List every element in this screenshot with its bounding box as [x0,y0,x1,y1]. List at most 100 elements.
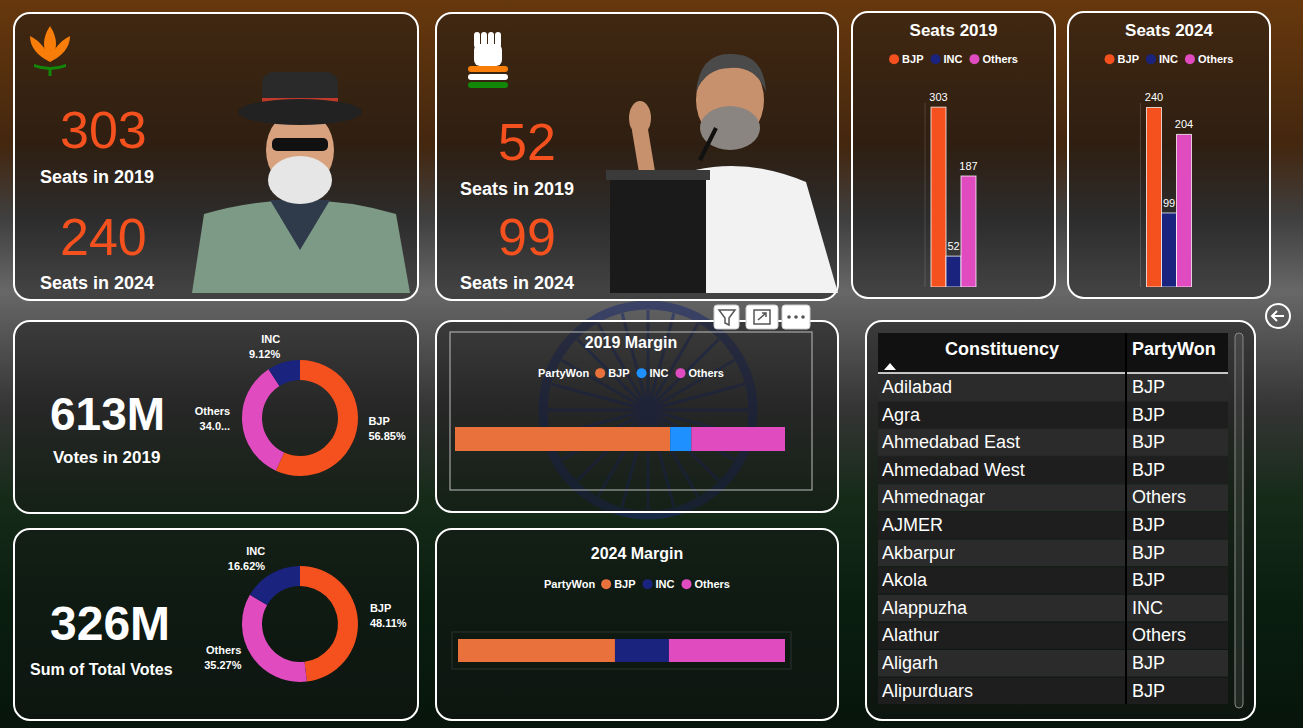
data-label-category: BJP [370,602,391,614]
legend-label: Others [689,367,724,379]
table-row [878,374,1228,401]
bar [1162,213,1177,287]
back-button[interactable] [1266,304,1290,328]
table-cell: Alathur [882,625,939,645]
data-label-category: INC [261,333,280,345]
legend-label: INC [650,367,669,379]
bar [1177,134,1192,287]
margin-2019-card [436,321,838,512]
legend-swatch [930,54,940,64]
hand-finger [481,32,487,48]
kpi-caption: Seats in 2024 [40,273,154,293]
kpi-value: 303 [60,101,147,159]
sunglasses [272,138,328,151]
data-label-category: Others [195,405,230,417]
hat-brim [238,99,362,125]
legend-swatch [1146,54,1156,64]
bar-segment [669,639,785,662]
table-cell: Akbarpur [882,543,955,563]
toolbar-button[interactable] [746,305,778,329]
legend-label: Others [695,578,730,590]
kpi-caption: Votes in 2019 [53,448,160,467]
hand-band [468,74,508,80]
data-label-category: INC [246,545,265,557]
legend-swatch [643,579,653,589]
legend-swatch [1105,54,1115,64]
hand-finger [495,32,501,48]
data-label: 16.62% [228,560,266,572]
table-cell: Aligarh [882,653,938,673]
table-row [878,429,1228,456]
data-label-category: Others [206,644,241,656]
data-label: 48.11% [370,617,407,629]
bar [1147,107,1162,287]
chart-title: 2019 Margin [585,334,677,351]
bjp-card [14,13,418,300]
lotus-stem [49,67,52,76]
data-label: 52 [947,240,959,252]
chart-title: Seats 2019 [910,21,998,40]
hand-finger [474,32,480,48]
legend-label: BJP [614,578,635,590]
legend-swatch [637,368,647,378]
seats-2024-card [1068,12,1270,298]
table-cell: BJP [1132,515,1165,535]
sort-indicator [884,363,896,370]
hand [629,101,651,135]
table-row [878,622,1228,649]
data-label: 9.12% [249,348,280,360]
bar [931,107,946,287]
value-axis [1140,103,1141,287]
lotus-petal [50,36,70,62]
kpi-caption: Seats in 2019 [460,179,574,199]
legend: PartyWonBJPINCOthers [538,367,724,379]
legend-title: PartyWon [544,578,595,590]
margin-2024-card [436,529,838,720]
table-header [878,333,1228,373]
data-label: 56.85% [368,430,406,442]
legend-swatch [595,368,605,378]
bar [946,256,961,287]
chart-title: Seats 2024 [1125,21,1213,40]
filter-icon [719,310,735,325]
column-header: Constituency [945,339,1059,359]
bar-segment [670,427,691,451]
bar-segment [458,639,615,662]
bjp-leader-photo [192,72,410,293]
collar [270,200,330,250]
legend-swatch [676,368,686,378]
table-row [878,402,1228,429]
table-cell: BJP [1132,653,1165,673]
data-label: 240 [1145,91,1163,103]
scrollbar[interactable] [1235,333,1243,708]
inc-card [436,13,838,300]
data-label-category: BJP [368,415,389,427]
plot-frame [450,332,812,490]
legend-label: INC [943,53,962,65]
hair [696,54,766,92]
table-row [878,567,1228,594]
legend-label: Others [1198,53,1233,65]
kpi-value: 99 [498,208,556,266]
legend-label: BJP [608,367,629,379]
legend-swatch [601,579,611,589]
kpi-caption: Sum of Total Votes [30,661,173,678]
table-cell: Ahmedabad East [882,432,1020,452]
data-label: 35.27% [204,659,242,671]
bar [961,176,976,287]
inc-logo [468,32,508,88]
kpi-value: 240 [60,208,147,266]
podium-top [606,170,710,180]
toolbar-button[interactable] [714,305,739,329]
bar-segment [615,639,669,662]
hand-finger [488,32,494,48]
lotus-petal [30,36,50,62]
data-label: 187 [959,160,977,172]
back-arrow [1272,311,1284,321]
legend-swatch [682,579,692,589]
table-cell: Agra [882,405,921,425]
table-card [866,321,1255,720]
table-row [878,457,1228,484]
table-cell: INC [1132,598,1163,618]
toolbar-button[interactable] [782,305,810,329]
